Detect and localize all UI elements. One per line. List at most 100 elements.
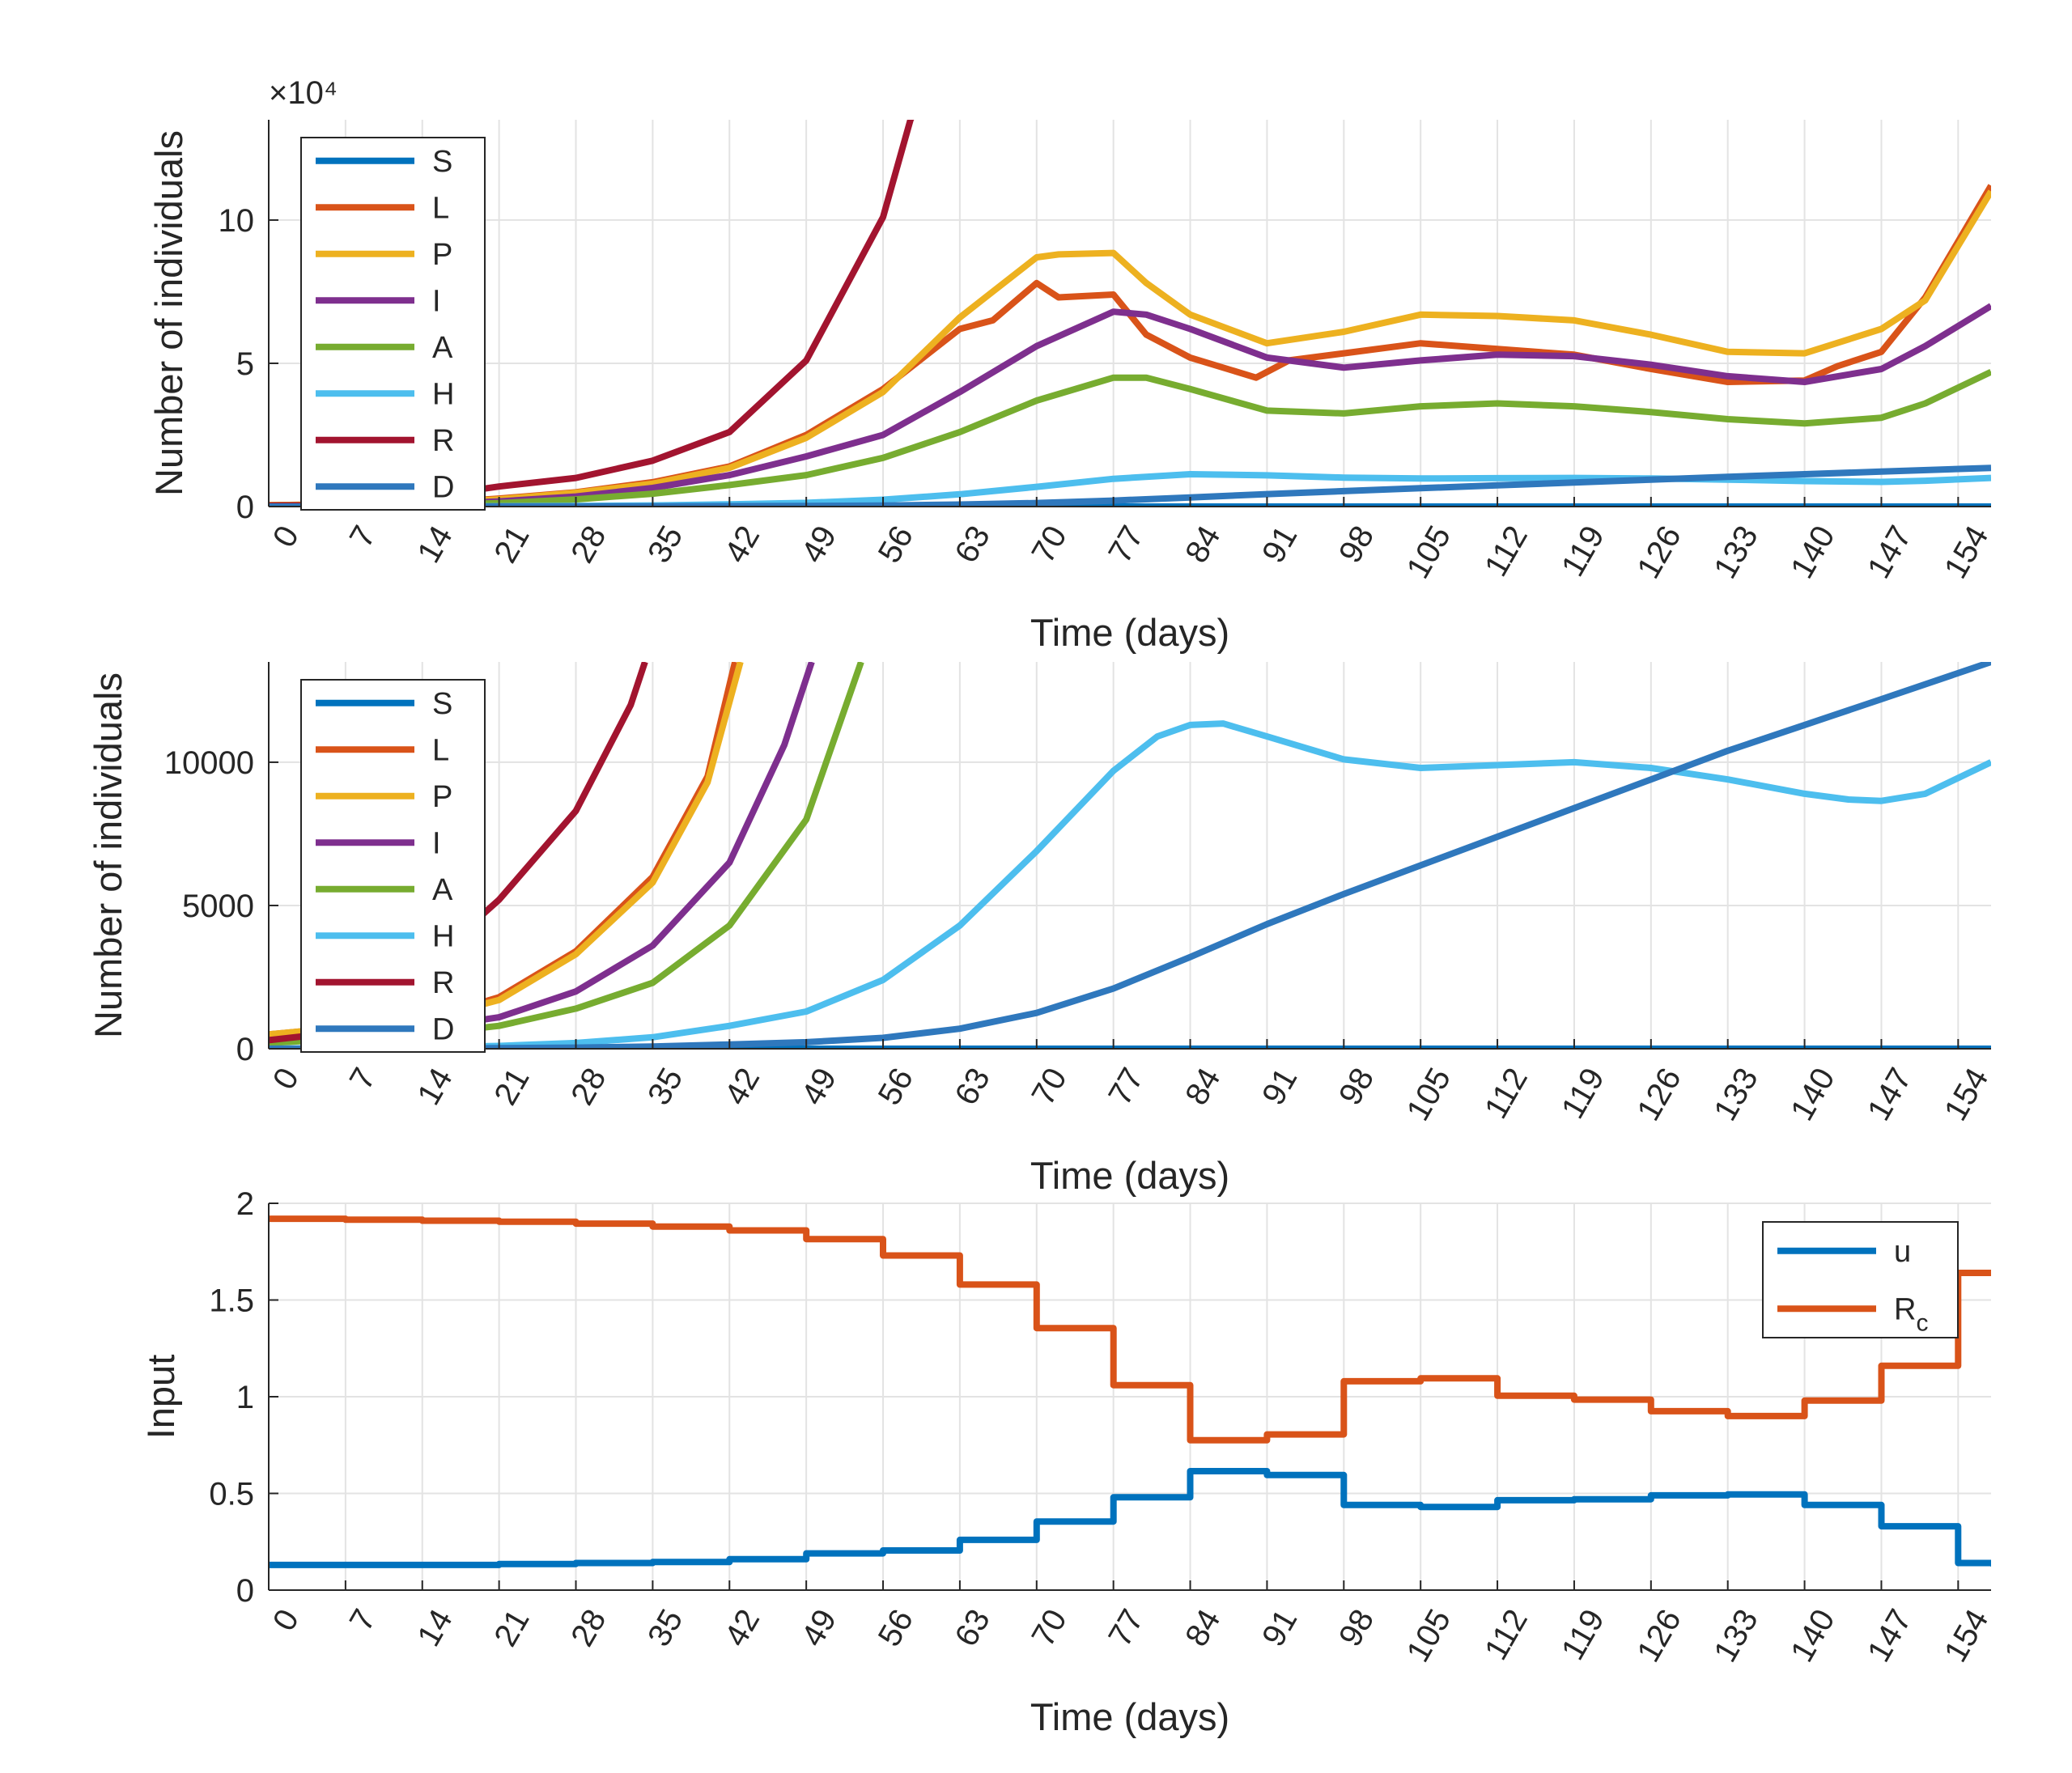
legend-label: A	[432, 331, 453, 365]
x-tick-label: 7	[343, 520, 383, 554]
x-tick-label: 21	[487, 1063, 536, 1112]
x-tick-label: 84	[1178, 1604, 1227, 1653]
legend-label: R	[432, 424, 454, 458]
y-tick-label: 10000	[164, 745, 254, 781]
legend-label: A	[432, 873, 453, 907]
legend-label: L	[432, 191, 449, 225]
y-tick-label: 0	[236, 490, 254, 525]
y-axis-label-panel-1: Number of individuals	[147, 130, 190, 496]
x-tick-label: 49	[795, 520, 843, 569]
series-line-p	[269, 189, 1991, 507]
y-exponent-label: ×10⁴	[269, 75, 338, 111]
y-tick-label: 5	[236, 346, 254, 382]
x-tick-label: 7	[343, 1063, 383, 1096]
x-tick-label: 119	[1555, 1063, 1611, 1125]
x-tick-label: 70	[1025, 520, 1073, 570]
series-line-a	[269, 368, 1991, 507]
grid-panel-2	[268, 662, 1991, 1050]
legend-box	[300, 137, 486, 511]
grid-panel-3	[268, 1203, 1991, 1591]
y-tick-label: 10	[219, 203, 255, 239]
y-tick-label: 0	[236, 1032, 254, 1067]
legend-label: H	[432, 919, 454, 953]
x-tick-label: 84	[1178, 520, 1227, 570]
x-tick-label: 105	[1400, 1063, 1458, 1127]
x-tick-label: 147	[1861, 1063, 1918, 1127]
x-axis-label-panel-1: Time (days)	[1030, 611, 1229, 654]
x-tick-label: 126	[1630, 520, 1688, 585]
legend-label: L	[432, 733, 449, 767]
y-tick-label: 0.5	[209, 1477, 254, 1512]
legend-label: u	[1894, 1235, 1911, 1269]
x-tick-label: 77	[1102, 520, 1150, 570]
legend-label: P	[432, 780, 452, 814]
x-tick-label: 63	[949, 520, 997, 570]
y-tick-label: 2	[236, 1186, 254, 1222]
x-tick-label: 98	[1332, 1604, 1381, 1653]
x-tick-label: 147	[1861, 1604, 1918, 1669]
legend-panel-3: uRc	[1762, 1221, 1959, 1338]
x-tick-label: 112	[1478, 1063, 1535, 1125]
x-tick-label: 133	[1707, 1604, 1764, 1669]
x-tick-label: 14	[410, 520, 459, 570]
x-tick-label: 49	[795, 1604, 843, 1653]
x-tick-label: 140	[1784, 1604, 1841, 1669]
y-tick-label: 0	[236, 1573, 254, 1609]
legend-label: H	[432, 377, 454, 411]
x-tick-label: 56	[872, 1063, 920, 1112]
x-tick-label: 105	[1400, 1604, 1458, 1669]
legend-label: I	[432, 284, 441, 318]
x-tick-label: 0	[266, 520, 306, 554]
x-tick-label: 70	[1025, 1604, 1073, 1653]
x-tick-label: 105	[1400, 520, 1458, 585]
x-tick-label: 91	[1255, 1063, 1304, 1112]
x-tick-label: 35	[641, 520, 690, 570]
x-tick-label: 154	[1938, 1063, 1995, 1127]
x-tick-label: 91	[1255, 1604, 1304, 1653]
x-axis-label-panel-2: Time (days)	[1030, 1154, 1229, 1197]
x-tick-label: 126	[1630, 1604, 1688, 1669]
legend-label: I	[432, 826, 441, 860]
chart-panel-2: 0 7 14 21 28 35 42 49 56 63 70 77 84 91 98 105 112 119 126…	[87, 662, 1995, 1197]
x-tick-label: 42	[718, 1604, 766, 1653]
x-tick-label: 140	[1784, 1063, 1841, 1127]
x-tick-label: 119	[1555, 520, 1611, 583]
x-tick-label: 42	[718, 520, 766, 570]
legend-label: D	[432, 1012, 454, 1046]
x-tick-label: 28	[564, 1604, 613, 1653]
x-tick-label: 133	[1707, 1063, 1764, 1127]
x-tick-label: 133	[1707, 520, 1764, 585]
x-tick-label: 91	[1255, 520, 1304, 570]
series-group-panel-3	[269, 1215, 1991, 1590]
x-tick-label: 154	[1938, 1604, 1995, 1669]
series-line-h	[269, 720, 1991, 1049]
x-tick-label: 112	[1478, 520, 1535, 583]
series-line-i	[269, 303, 1991, 507]
x-tick-label: 56	[872, 1604, 920, 1653]
x-tick-label: 28	[564, 520, 613, 570]
y-tick-label: 1	[236, 1380, 254, 1415]
x-tick-label: 126	[1630, 1063, 1688, 1127]
series-line-u	[269, 1468, 1991, 1590]
x-axis-label-panel-3: Time (days)	[1030, 1695, 1229, 1738]
x-tick-label: 21	[487, 1604, 536, 1653]
x-tick-label: 154	[1938, 520, 1995, 585]
series-group-panel-1	[269, 120, 1991, 507]
legend-label: D	[432, 470, 454, 504]
x-tick-label: 49	[795, 1063, 843, 1112]
x-tick-label: 35	[641, 1063, 690, 1112]
x-tick-label: 63	[949, 1063, 997, 1112]
x-tick-label: 77	[1102, 1063, 1150, 1112]
legend-label: R	[432, 966, 454, 1000]
x-tick-label: 21	[487, 520, 536, 570]
series-group-panel-2	[269, 662, 1991, 1049]
x-tick-label: 14	[410, 1063, 459, 1112]
x-tick-label: 98	[1332, 520, 1381, 570]
legend-box	[300, 679, 486, 1053]
chart-panel-1: 0 7 14 21 28 35 42 49 56 63 70 77 84 91 98 105 112 119 126…	[147, 75, 1995, 654]
x-tick-label: 77	[1102, 1604, 1150, 1653]
x-tick-label: 119	[1555, 1604, 1611, 1666]
y-axis-label-panel-3: Input	[139, 1355, 182, 1440]
